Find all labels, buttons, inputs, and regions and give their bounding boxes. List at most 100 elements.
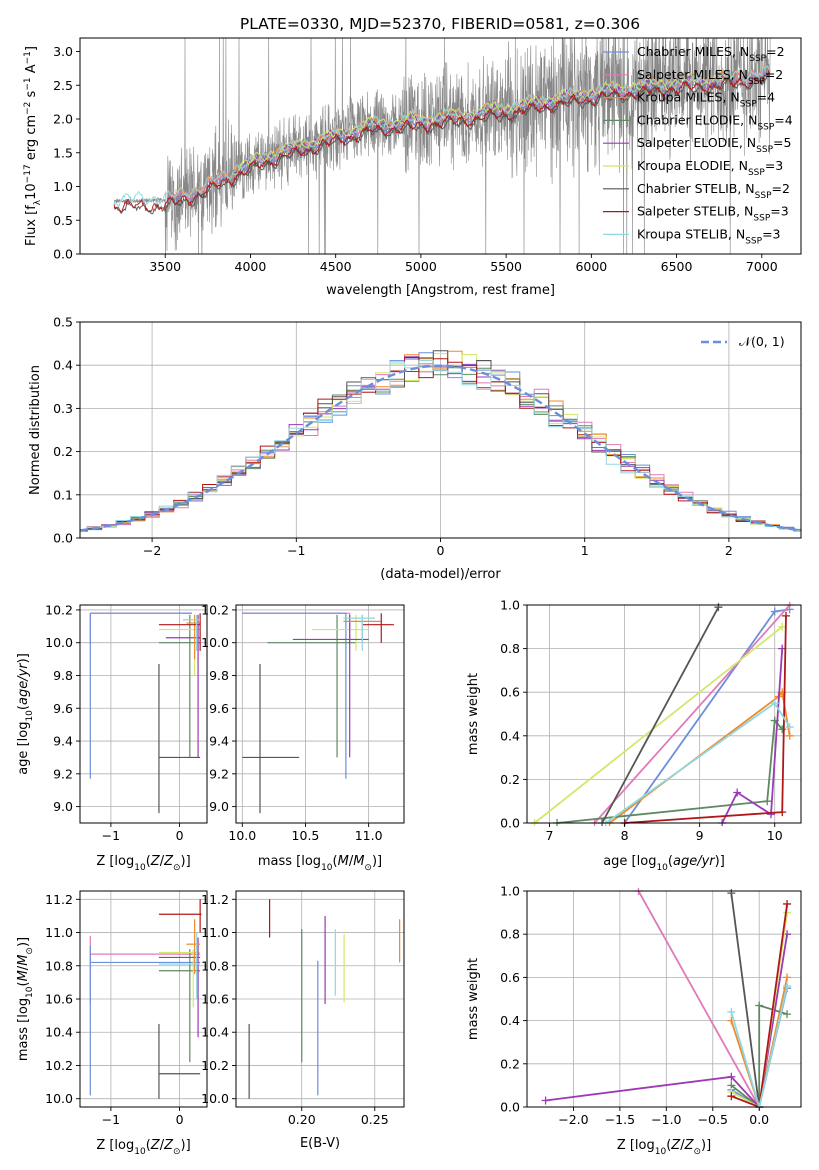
- y-tick-label: 0.8: [500, 641, 520, 656]
- x-tick-label: −1: [102, 828, 120, 843]
- series-line-kroupa-elodie: [533, 626, 783, 824]
- series-marker-chabrier-elodie: [778, 725, 787, 734]
- axis-label-part: 10: [656, 863, 668, 873]
- legend-entry: Chabrier MILES, NSSP=2: [637, 44, 785, 64]
- legend-entry: Chabrier ELODIE, NSSP=4: [637, 112, 793, 132]
- x-axis-label: Z [log10(Z/Z⊙)]: [96, 854, 190, 873]
- age-vs-metallicity-panel: −1 09.09.29.49.69.810.010.2Z [log10(Z/Z⊙)…: [16, 602, 208, 873]
- y-axis-label: Flux [fλ10−17 erg cm−2 s−1 A−1]: [23, 46, 43, 246]
- y-tick-label: 0.6: [500, 685, 520, 700]
- y-axis-label-part: erg cm: [24, 115, 39, 164]
- y-tick-label: 10.2: [45, 1058, 73, 1073]
- histogram-kroupa-stelib: [80, 360, 801, 532]
- y-tick-label: 10.8: [45, 958, 73, 973]
- axis-label-part: age [log: [603, 854, 656, 869]
- series-marker-chabrier-elodie: [783, 1010, 792, 1019]
- axis-label-part: Z: [163, 854, 174, 869]
- y-axis-label-part: −17: [23, 164, 33, 183]
- axis-label-part: (: [668, 854, 673, 869]
- model-line-salpeter-elodie: [233, 73, 728, 175]
- histogram-chabrier-stelib: [80, 350, 801, 531]
- y-tick-label: 2.0: [53, 112, 73, 127]
- y-tick-label: 0.3: [53, 401, 73, 416]
- legend-sub: SSP: [748, 77, 765, 87]
- y-tick-label: 0.4: [500, 1013, 520, 1028]
- y-axis-label: age [log10(age/yr)]: [16, 653, 35, 775]
- legend-entry: Kroupa MILES, NSSP=4: [637, 90, 775, 110]
- axis-label-part: ⊙: [693, 1147, 701, 1157]
- x-tick-label: 0: [176, 828, 184, 843]
- x-tick-label: 4500: [320, 259, 352, 274]
- x-axis-label: age [log10(age/yr)]: [603, 854, 725, 873]
- y-tick-label: 0.0: [500, 1100, 520, 1115]
- x-tick-label: 1: [581, 543, 589, 558]
- series-marker-salpeter-elodie: [727, 1072, 736, 1081]
- series-line-salpeter-elodie: [545, 934, 788, 1109]
- y-axis-label: Normed distribution: [28, 365, 43, 495]
- axis-label-part: )]: [16, 653, 31, 663]
- axis-label-part: ⊙: [25, 947, 35, 955]
- axis-label-part: )]: [701, 1138, 711, 1153]
- legend-text: =2: [772, 181, 790, 196]
- x-tick-label: −2: [143, 543, 161, 558]
- x-tick-label: −1.0: [651, 1112, 681, 1127]
- axis-label-part: Z: [163, 1138, 174, 1153]
- y-tick-label: 10.4: [201, 1025, 229, 1040]
- y-tick-label: 2.5: [53, 78, 73, 93]
- legend-text: =3: [770, 204, 788, 219]
- axis-label-part: )]: [181, 1138, 191, 1153]
- y-tick-label: 0.0: [53, 247, 73, 262]
- y-axis-label-part: −2: [23, 102, 33, 115]
- legend-text: Salpeter STELIB, N: [637, 204, 753, 219]
- legend-text: =3: [762, 226, 780, 241]
- x-tick-label: −1: [102, 1112, 120, 1127]
- legend-entry: Salpeter STELIB, NSSP=3: [637, 204, 789, 224]
- series-marker-salpeter-elodie: [733, 788, 742, 797]
- series-line-salpeter-miles: [637, 890, 760, 1108]
- x-tick-label: −2.0: [558, 1112, 588, 1127]
- y-tick-label: 1.0: [53, 179, 73, 194]
- axis-label-part: /: [680, 1138, 685, 1153]
- age-vs-mass-panel: 10.0 10.5 11.0 9.0 9.2 9.4 9.6 9.8 10.0 10.2 mass …: [201, 602, 405, 873]
- x-tick-label: 0.25: [361, 1112, 389, 1127]
- series-marker-chabrier-stelib: [727, 889, 736, 898]
- x-tick-label: 10.0: [228, 828, 256, 843]
- y-axis-label-part: λ: [33, 199, 43, 205]
- x-axis-label: E(B-V): [300, 1136, 340, 1151]
- y-axis-label-part: −1: [23, 51, 33, 64]
- y-axis-label-part: 10: [24, 183, 39, 200]
- x-tick-label: −1.5: [605, 1112, 635, 1127]
- y-tick-label: 0.2: [500, 1056, 520, 1071]
- axis-label-part: Z [log: [96, 1138, 134, 1153]
- normal-curve: [80, 364, 801, 532]
- y-axis-label: mass weight: [466, 673, 481, 755]
- x-tick-label: 0.20: [288, 1112, 316, 1127]
- legend-text: Kroupa STELIB, N: [637, 226, 745, 241]
- x-tick-label: 7000: [746, 259, 778, 274]
- y-tick-label: 9.0: [53, 799, 73, 814]
- axis-label-part: age/yr: [673, 854, 716, 869]
- x-tick-label: 0: [437, 543, 445, 558]
- y-tick-label: 10.0: [201, 1091, 229, 1106]
- series-marker-kroupa-stelib: [727, 1007, 736, 1016]
- series-marker-kroupa-miles: [783, 973, 792, 982]
- series-marker-kroupa-miles: [785, 731, 794, 740]
- spectrum-layer: [113, 38, 771, 254]
- x-axis-label: Z [log10(Z/Z⊙)]: [96, 1138, 190, 1157]
- x-tick-label: 2: [725, 543, 733, 558]
- legend-text: Salpeter ELODIE, N: [637, 135, 756, 150]
- axis-label-part: age [log: [16, 722, 31, 775]
- legend-text: =4: [774, 112, 792, 127]
- y-tick-label: 0.5: [53, 315, 73, 330]
- legend-text: Salpeter MILES, N: [637, 67, 748, 82]
- axis-label-part: M: [16, 970, 31, 981]
- axis-label-part: )]: [16, 937, 31, 947]
- axes-frame: [526, 604, 802, 824]
- axis-label-part: /: [160, 1138, 165, 1153]
- mass-vs-ebv-panel: 0.20 0.25 10.0 10.2 10.4 10.6 10.8 11.0 11.2 E(B-…: [201, 890, 405, 1151]
- series-line-chabrier-elodie: [556, 718, 783, 824]
- y-tick-label: 11.2: [201, 892, 229, 907]
- y-axis-label-part: ]: [24, 46, 39, 51]
- series-marker-kroupa-stelib: [770, 699, 779, 708]
- y-tick-label: 11.0: [201, 925, 229, 940]
